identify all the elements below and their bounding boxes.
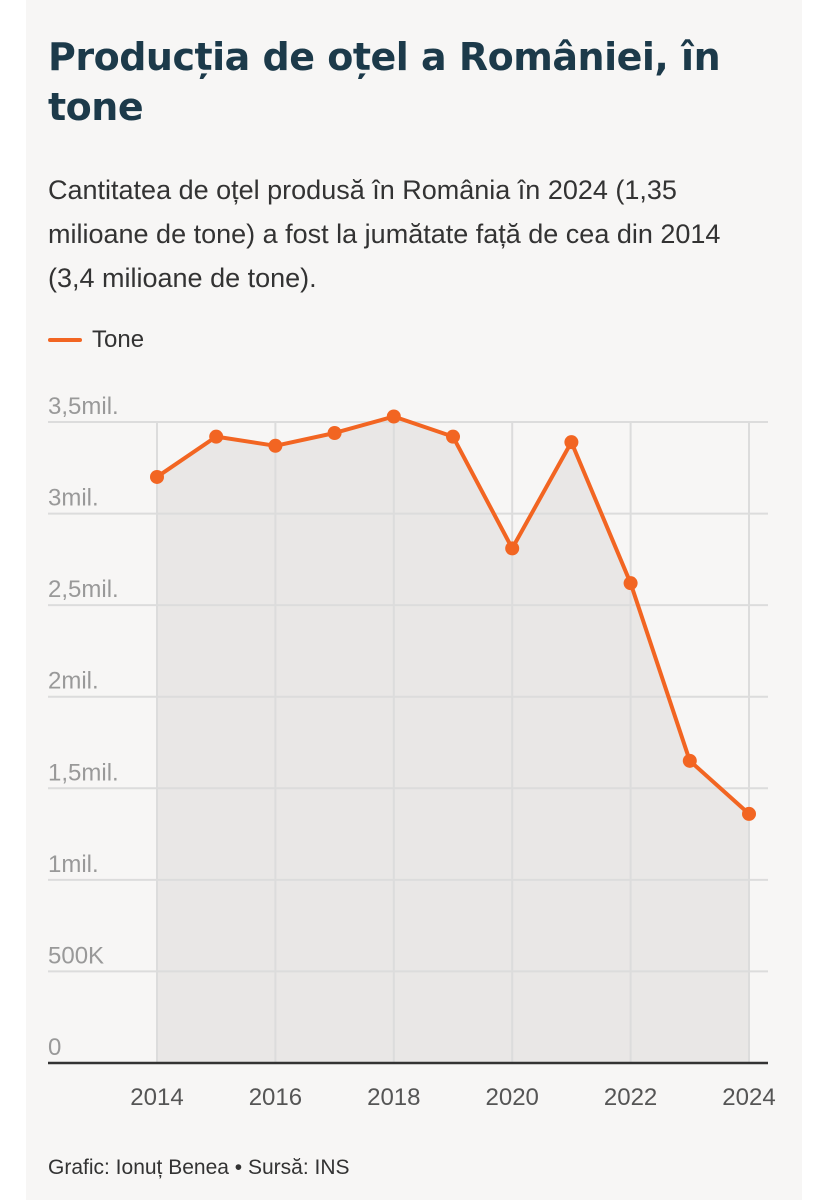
y-tick-label: 1mil. bbox=[48, 851, 99, 878]
y-tick-label: 3,5mil. bbox=[48, 393, 119, 420]
x-tick-label: 2014 bbox=[130, 1084, 183, 1111]
legend: Tone bbox=[48, 324, 144, 356]
y-tick-label: 2,5mil. bbox=[48, 576, 119, 603]
y-tick-label: 1,5mil. bbox=[48, 759, 119, 786]
data-point bbox=[150, 469, 164, 484]
chart-title: Producția de oțel a României, în tone bbox=[48, 35, 721, 129]
y-tick-label: 500K bbox=[48, 942, 104, 969]
chart-credit: Grafic: Ionuț Benea • Sursă: INS bbox=[48, 1156, 350, 1179]
x-tick-label: 2024 bbox=[722, 1084, 775, 1111]
data-point bbox=[505, 541, 520, 556]
x-tick-label: 2016 bbox=[249, 1084, 302, 1111]
x-tick-label: 2018 bbox=[367, 1084, 420, 1111]
x-tick-label: 2022 bbox=[604, 1084, 657, 1111]
legend-swatch bbox=[48, 338, 82, 342]
data-point bbox=[446, 429, 460, 444]
y-tick-label: 2mil. bbox=[48, 668, 99, 695]
x-tick-label: 2020 bbox=[486, 1084, 539, 1111]
area-fill bbox=[157, 416, 749, 1063]
chart-subtitle: Cantitatea de oțel produsă în România în… bbox=[48, 175, 721, 293]
data-point bbox=[742, 806, 756, 821]
data-point bbox=[564, 435, 579, 450]
y-tick-label: 0 bbox=[48, 1034, 61, 1061]
data-point bbox=[327, 425, 342, 440]
data-point bbox=[623, 576, 638, 591]
data-point bbox=[209, 429, 224, 444]
y-tick-label: 3mil. bbox=[48, 485, 99, 512]
data-point bbox=[682, 753, 697, 768]
data-point bbox=[268, 438, 283, 453]
data-point bbox=[386, 409, 401, 424]
legend-label: Tone bbox=[92, 326, 145, 353]
